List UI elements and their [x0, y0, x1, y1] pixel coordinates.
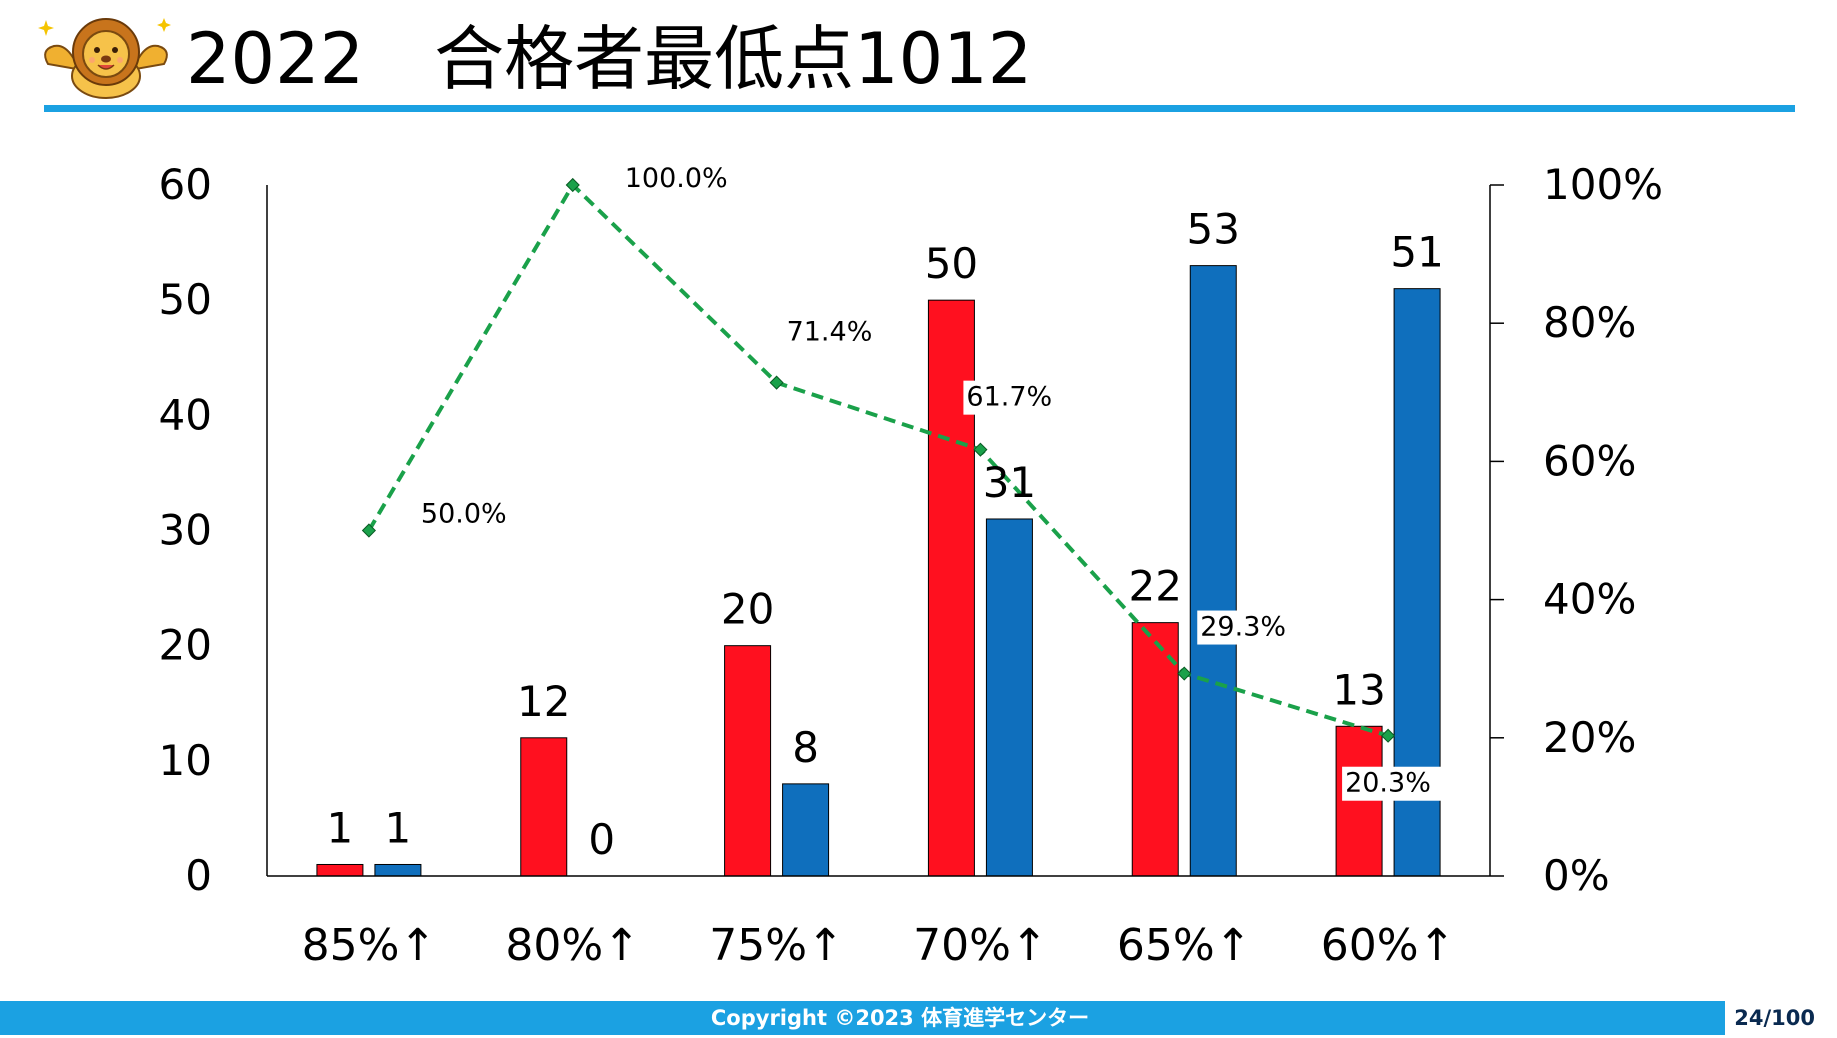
rate-line-point	[973, 442, 988, 457]
y-tick-label: 40	[159, 390, 212, 439]
bar-value-label: 0	[588, 815, 615, 864]
bar-value-label: 13	[1332, 665, 1385, 714]
rate-value-label: 50.0%	[421, 499, 507, 530]
bars	[316, 265, 1441, 877]
y-tick-label: 30	[159, 506, 212, 555]
bar-value-label: 50	[925, 239, 978, 288]
data-labels: 1 12 20 50 22 13 1 0 8 31 53 51 50.0% 100.0% 71.4% 61.7…	[327, 162, 1451, 864]
y-axis: 0 10 20 30 40 50 60	[159, 160, 268, 900]
bar-value-label: 20	[721, 585, 774, 634]
y-tick-label: 50	[159, 275, 212, 324]
x-tick-label: 75%↑	[709, 920, 844, 971]
bar-value-label: 51	[1390, 228, 1443, 277]
bar	[520, 737, 568, 877]
y2-tick-label: 80%	[1543, 298, 1636, 347]
x-tick-label: 65%↑	[1117, 920, 1252, 971]
rate-value-label: 100.0%	[625, 163, 728, 194]
rate-value-label: 29.3%	[1200, 612, 1286, 643]
page-title: 2022 合格者最低点1012	[186, 18, 1033, 100]
page-number: 24/100	[1734, 1006, 1815, 1030]
bar	[1189, 265, 1237, 877]
bar-value-label: 8	[792, 723, 819, 772]
rate-value-label: 20.3%	[1345, 768, 1431, 799]
rate-line-point	[361, 523, 376, 538]
bar-value-label: 31	[983, 458, 1036, 507]
x-tick-label: 80%↑	[505, 920, 640, 971]
rate-label-background	[417, 497, 526, 532]
slide-header: 2022 合格者最低点1012	[0, 0, 1837, 115]
x-axis: 85%↑ 80%↑ 75%↑ 70%↑ 65%↑ 60%↑	[267, 875, 1490, 971]
rate-value-label: 61.7%	[966, 382, 1052, 413]
rate-label-background	[621, 162, 730, 196]
x-tick-label: 60%↑	[1321, 920, 1456, 971]
lion-mascot-icon	[38, 18, 171, 99]
y-tick-label: 60	[159, 160, 212, 209]
slide-footer: Copyright ©2023 体育進学センター 24/100	[0, 1001, 1837, 1038]
bar	[782, 783, 830, 877]
rate-value-label: 71.4%	[787, 317, 873, 348]
rate-label-background	[783, 315, 892, 350]
x-tick-label: 85%↑	[302, 920, 437, 971]
rate-label-background	[1197, 610, 1306, 645]
bar-value-label: 12	[517, 677, 570, 726]
y-tick-label: 10	[159, 736, 212, 785]
copyright-text: Copyright ©2023 体育進学センター	[710, 1006, 1090, 1030]
bar-value-label: 22	[1129, 562, 1182, 611]
y-tick-label: 20	[159, 621, 212, 670]
y2-tick-label: 60%	[1543, 436, 1636, 485]
bar	[316, 863, 364, 877]
y2-tick-label: 20%	[1543, 713, 1636, 762]
rate-line-point	[1177, 666, 1192, 681]
rate-line-point	[769, 375, 784, 390]
rate-label-background	[1342, 766, 1451, 801]
rate-line-point	[565, 177, 580, 193]
y2-tick-label: 40%	[1543, 575, 1636, 624]
bar	[1335, 725, 1383, 877]
rate-label-background	[963, 380, 1072, 415]
bar-value-label: 1	[327, 803, 354, 852]
bar	[1131, 622, 1179, 877]
y2-tick-label: 100%	[1543, 160, 1663, 209]
y-tick-label: 0	[185, 851, 212, 900]
header-divider	[44, 105, 1795, 112]
y2-axis: 0% 20% 40% 60% 80% 100%	[1489, 160, 1663, 900]
bar	[985, 518, 1033, 877]
bar-value-label: 53	[1187, 205, 1240, 254]
rate-line-path	[367, 181, 1389, 738]
rate-line-point	[1381, 728, 1396, 743]
bar-value-label: 1	[385, 803, 412, 852]
bar	[724, 645, 772, 877]
bar	[374, 863, 422, 877]
footer-band	[0, 1001, 1725, 1035]
y2-tick-label: 0%	[1543, 851, 1610, 900]
x-tick-label: 70%↑	[913, 920, 1048, 971]
rate-line	[361, 177, 1396, 743]
